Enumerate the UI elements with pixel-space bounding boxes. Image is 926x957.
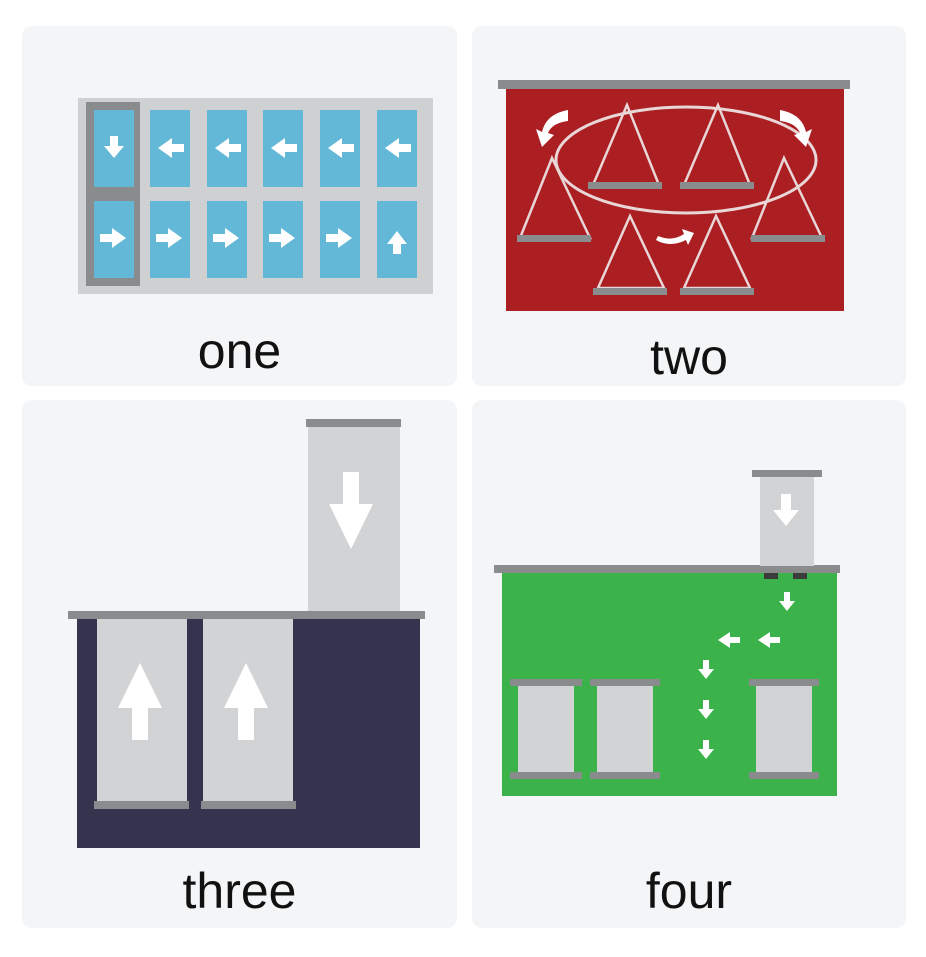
column-two-base xyxy=(201,801,296,809)
panel-three-diagram xyxy=(68,419,425,848)
curved-arrow-icon xyxy=(656,229,694,245)
arrow-right-icon xyxy=(100,228,126,248)
top-rail xyxy=(494,565,840,573)
feed-cap xyxy=(752,470,822,477)
panel-four-label: four xyxy=(645,863,733,919)
feed-cap xyxy=(306,419,401,427)
arrow-left-icon xyxy=(328,138,354,158)
arrow-up-icon xyxy=(387,231,407,254)
arrow-right-icon xyxy=(326,228,352,248)
arrow-up-icon xyxy=(118,663,162,740)
panel-four-diagram xyxy=(494,470,840,796)
top-rail xyxy=(498,80,850,89)
panel-one-label: one xyxy=(197,323,282,379)
arrow-down-icon xyxy=(779,592,795,611)
panel-four: four xyxy=(472,400,906,928)
panel-two-label: two xyxy=(650,329,728,385)
arrow-left-icon xyxy=(271,138,297,158)
arrow-down-icon xyxy=(698,700,714,719)
panel-three: three xyxy=(22,400,457,928)
arrow-down-icon xyxy=(698,740,714,759)
arrow-down-icon xyxy=(329,472,373,549)
column-one-base xyxy=(94,801,189,809)
panel-two-diagram xyxy=(498,80,850,311)
arrow-down-icon xyxy=(773,494,799,526)
arrow-down-icon xyxy=(698,660,714,679)
arrow-down-icon xyxy=(104,136,124,158)
arrow-left-icon xyxy=(718,632,740,648)
top-rail xyxy=(68,611,425,619)
arrow-left-icon xyxy=(385,138,411,158)
arrow-right-icon xyxy=(156,228,182,248)
panel-three-label: three xyxy=(182,863,297,919)
arrow-right-icon xyxy=(269,228,295,248)
panel-two: two xyxy=(472,26,906,386)
panel-one: one xyxy=(22,26,457,386)
columns xyxy=(510,679,819,779)
arrow-right-icon xyxy=(213,228,239,248)
arrow-left-icon xyxy=(215,138,241,158)
outlet-left xyxy=(764,573,778,579)
panel-one-diagram xyxy=(78,98,433,294)
arrow-left-icon xyxy=(758,632,780,648)
outlet-right xyxy=(793,573,807,579)
arrow-left-icon xyxy=(158,138,184,158)
curved-arrow-icon xyxy=(536,110,568,147)
curved-arrow-icon xyxy=(780,110,812,147)
bases xyxy=(517,182,825,295)
rotation-loop xyxy=(554,105,818,215)
arrow-up-icon xyxy=(224,663,268,740)
